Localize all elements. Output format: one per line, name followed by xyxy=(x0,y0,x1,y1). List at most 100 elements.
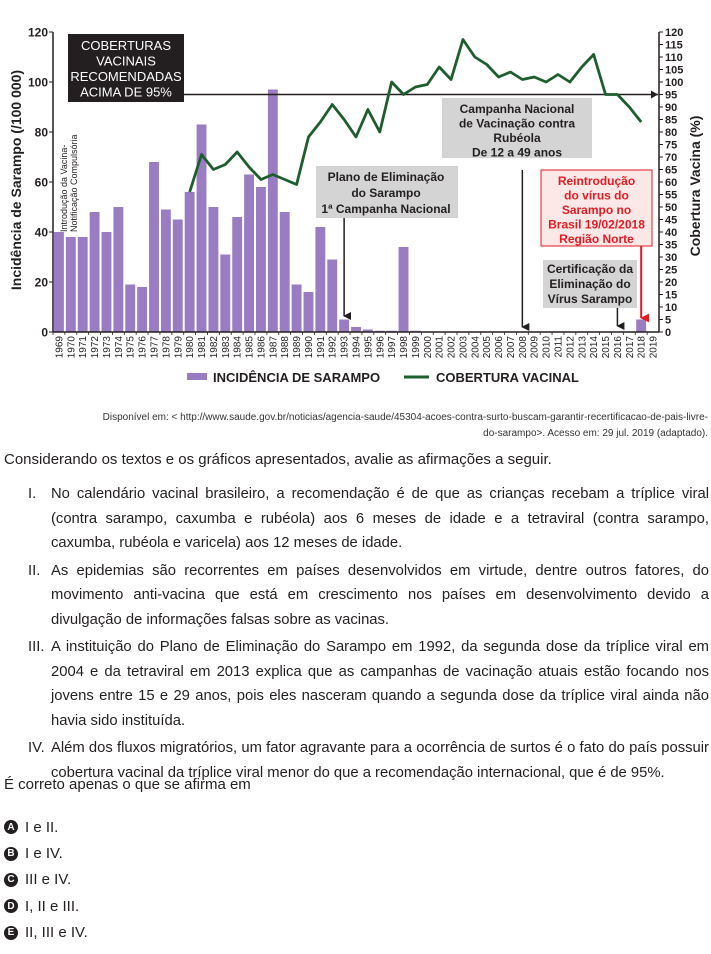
elimination-plan-text: 1ª Campanha Nacional xyxy=(321,202,450,216)
x-tick-label: 1996 xyxy=(375,336,386,359)
recommended-coverage-box xyxy=(68,34,184,102)
y-right-tick-label: 0 xyxy=(665,327,671,339)
option-b[interactable]: B I e IV. xyxy=(4,840,88,866)
option-c[interactable]: C III e IV. xyxy=(4,867,88,893)
x-tick-label: 2015 xyxy=(601,336,612,359)
x-tick-label: 2009 xyxy=(530,336,541,359)
incidence-bar xyxy=(232,217,243,332)
y-right-tick-label: 40 xyxy=(665,227,677,239)
reintroduction-text: Reintrodução xyxy=(558,174,635,188)
x-tick-label: 1970 xyxy=(66,336,77,359)
x-tick-label: 2006 xyxy=(494,336,505,359)
x-tick-label: 2017 xyxy=(625,336,636,359)
source-citation: Disponível em: < http://www.saude.gov.br… xyxy=(8,410,708,442)
y-left-tick-label: 40 xyxy=(35,226,49,240)
option-letter-badge: D xyxy=(4,899,18,914)
x-tick-label: 1986 xyxy=(256,336,267,359)
option-text: I, II e III. xyxy=(25,897,80,915)
option-letter-badge: E xyxy=(4,925,18,940)
x-tick-label: 1978 xyxy=(161,336,172,359)
x-tick-label: 2014 xyxy=(589,336,600,359)
incidence-bar xyxy=(113,207,124,332)
option-d[interactable]: D I, II e III. xyxy=(4,893,88,919)
x-tick-label: 1971 xyxy=(78,336,89,359)
incidence-bar xyxy=(339,319,350,332)
x-tick-label: 2019 xyxy=(649,336,660,359)
x-tick-label: 1979 xyxy=(173,336,184,359)
incidence-bar xyxy=(149,162,159,332)
y-right-tick-label: 120 xyxy=(665,27,683,39)
recommended-coverage-text: COBERTURAS xyxy=(81,38,171,53)
recommended-coverage-text: VACINAIS xyxy=(96,54,156,69)
statement-number: IV. xyxy=(28,740,45,756)
y-right-tick-label: 75 xyxy=(665,140,677,152)
vaccine-introduction-label: Notificação Compulsória xyxy=(69,134,79,232)
x-tick-label: 2000 xyxy=(423,336,434,359)
x-tick-label: 1969 xyxy=(54,336,65,359)
certification-text: Eliminação do xyxy=(549,277,630,291)
option-letter-badge: B xyxy=(4,846,18,861)
incidence-bar xyxy=(398,247,409,332)
y-right-tick-label: 65 xyxy=(665,165,677,177)
y-right-tick-label: 20 xyxy=(665,277,677,289)
x-tick-label: 1972 xyxy=(90,336,101,359)
option-text: III e IV. xyxy=(25,871,72,889)
x-tick-label: 1984 xyxy=(233,336,244,359)
source-line-2: do-sarampo>. Acesso em: 29 jul. 2019 (ad… xyxy=(483,428,708,439)
question-intro: Considerando os textos e os gráficos apr… xyxy=(4,451,552,468)
incidence-bar xyxy=(279,212,290,332)
y-right-tick-label: 105 xyxy=(665,65,683,77)
option-text: I e IV. xyxy=(25,845,63,863)
y-right-tick-label: 15 xyxy=(665,290,677,302)
rubella-campaign-box xyxy=(442,98,592,158)
certification-text: Certificação da xyxy=(547,262,633,276)
x-tick-label: 1981 xyxy=(197,336,208,359)
x-tick-label: 1997 xyxy=(387,336,398,359)
vaccine-introduction-label: Introdução da Vacina- xyxy=(59,145,69,232)
y-left-tick-label: 100 xyxy=(28,76,48,90)
incidence-bar xyxy=(244,174,254,332)
incidence-bar xyxy=(172,219,183,332)
statement-4: IV. Além dos fluxos migratórios, um fato… xyxy=(14,736,709,785)
x-tick-label: 1975 xyxy=(126,336,137,359)
incidence-bar xyxy=(256,187,266,332)
recommended-coverage-text: RECOMENDADAS xyxy=(70,69,182,84)
statement-text: A instituição do Plano de Eliminação do … xyxy=(51,639,709,729)
incidence-bar xyxy=(267,89,278,332)
option-a[interactable]: A I e II. xyxy=(4,814,88,840)
y-right-tick-label: 70 xyxy=(665,152,677,164)
x-tick-label: 1999 xyxy=(411,336,422,359)
y-right-tick-label: 35 xyxy=(665,240,677,252)
certification-box xyxy=(543,260,637,308)
option-text: I e II. xyxy=(25,818,59,836)
y-right-tick-label: 25 xyxy=(665,265,677,277)
option-e[interactable]: E II, III e IV. xyxy=(4,920,88,946)
rubella-campaign-text: Rubéola xyxy=(493,131,541,145)
statement-number: I. xyxy=(28,486,37,502)
incidence-bar xyxy=(303,292,314,332)
y-right-tick-label: 50 xyxy=(665,202,677,214)
x-tick-label: 2012 xyxy=(565,336,576,359)
x-tick-label: 1988 xyxy=(280,336,291,359)
x-tick-label: 2005 xyxy=(482,336,493,359)
rubella-campaign-text: De 12 a 49 anos xyxy=(472,146,562,160)
y-left-tick-label: 20 xyxy=(35,276,49,290)
y-right-tick-label: 80 xyxy=(665,127,677,139)
y-left-tick-label: 60 xyxy=(35,176,49,190)
x-tick-label: 1991 xyxy=(316,336,327,359)
x-tick-label: 1989 xyxy=(292,336,303,359)
statement-text: Além dos fluxos migratórios, um fator ag… xyxy=(51,740,709,781)
incidence-bar xyxy=(89,212,100,332)
y-right-tick-label: 60 xyxy=(665,177,677,189)
option-letter-badge: A xyxy=(4,820,18,835)
incidence-bar xyxy=(362,329,373,332)
y-left-tick-label: 0 xyxy=(41,326,48,340)
incidence-bar xyxy=(351,327,361,332)
x-tick-label: 1992 xyxy=(328,336,339,359)
y-right-axis-title: Cobertura Vacina (%) xyxy=(687,116,703,257)
option-text: II, III e IV. xyxy=(25,924,88,942)
x-tick-label: 1976 xyxy=(138,336,149,359)
incidence-bar xyxy=(101,232,112,332)
x-tick-label: 2003 xyxy=(458,336,469,359)
incidence-bar xyxy=(327,259,338,332)
